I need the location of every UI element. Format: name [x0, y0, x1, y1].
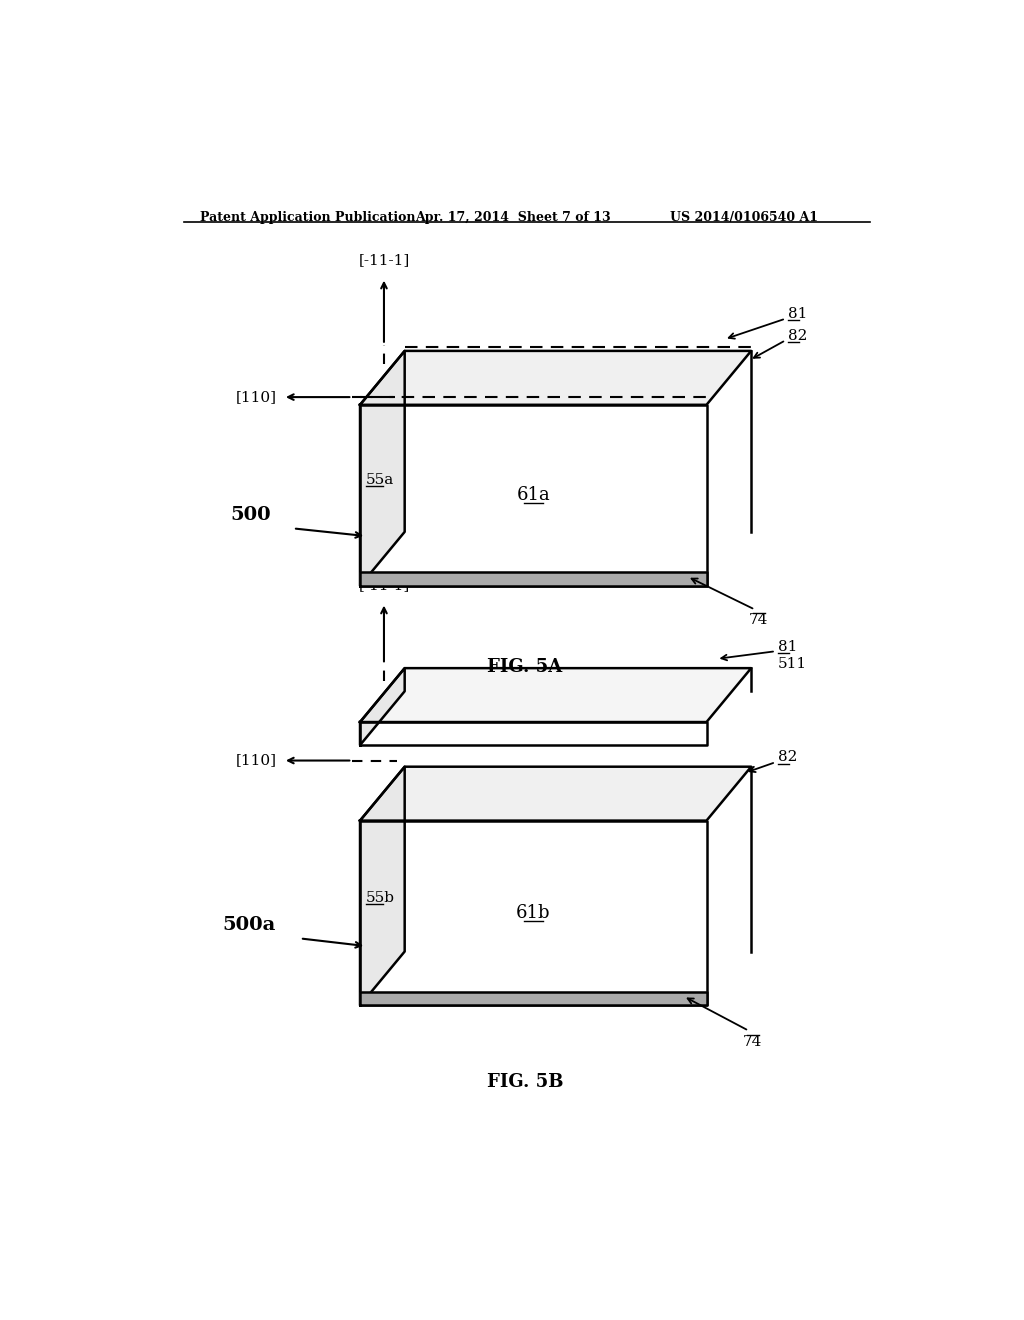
Text: US 2014/0106540 A1: US 2014/0106540 A1 [670, 211, 817, 224]
Polygon shape [360, 821, 707, 1006]
Text: 74: 74 [743, 1035, 763, 1048]
Polygon shape [360, 572, 707, 586]
Text: 500: 500 [230, 506, 271, 524]
Text: 81: 81 [778, 640, 798, 653]
Text: 55b: 55b [367, 891, 395, 904]
Text: FIG. 5A: FIG. 5A [487, 657, 562, 676]
Text: Apr. 17, 2014  Sheet 7 of 13: Apr. 17, 2014 Sheet 7 of 13 [416, 211, 611, 224]
Text: [110]: [110] [236, 754, 276, 767]
Text: 61a: 61a [516, 486, 550, 504]
Polygon shape [360, 668, 752, 722]
Polygon shape [360, 351, 404, 586]
Polygon shape [360, 722, 707, 744]
Polygon shape [360, 767, 404, 1006]
Text: [-11-1]: [-11-1] [358, 578, 410, 591]
Text: [110]: [110] [236, 391, 276, 404]
Text: 61b: 61b [516, 904, 551, 921]
Polygon shape [360, 405, 707, 586]
Text: 500a: 500a [222, 916, 275, 933]
Text: 511: 511 [778, 657, 807, 672]
Text: 81: 81 [788, 308, 808, 321]
Polygon shape [360, 351, 752, 405]
Text: 82: 82 [788, 329, 808, 342]
Text: [-11-1]: [-11-1] [358, 253, 410, 267]
Polygon shape [360, 991, 707, 1006]
Polygon shape [360, 767, 752, 821]
Text: Patent Application Publication: Patent Application Publication [200, 211, 416, 224]
Text: FIG. 5B: FIG. 5B [486, 1073, 563, 1092]
Text: 55a: 55a [367, 473, 394, 487]
Text: 82: 82 [778, 751, 798, 764]
Text: 74: 74 [750, 612, 769, 627]
Polygon shape [360, 668, 404, 744]
